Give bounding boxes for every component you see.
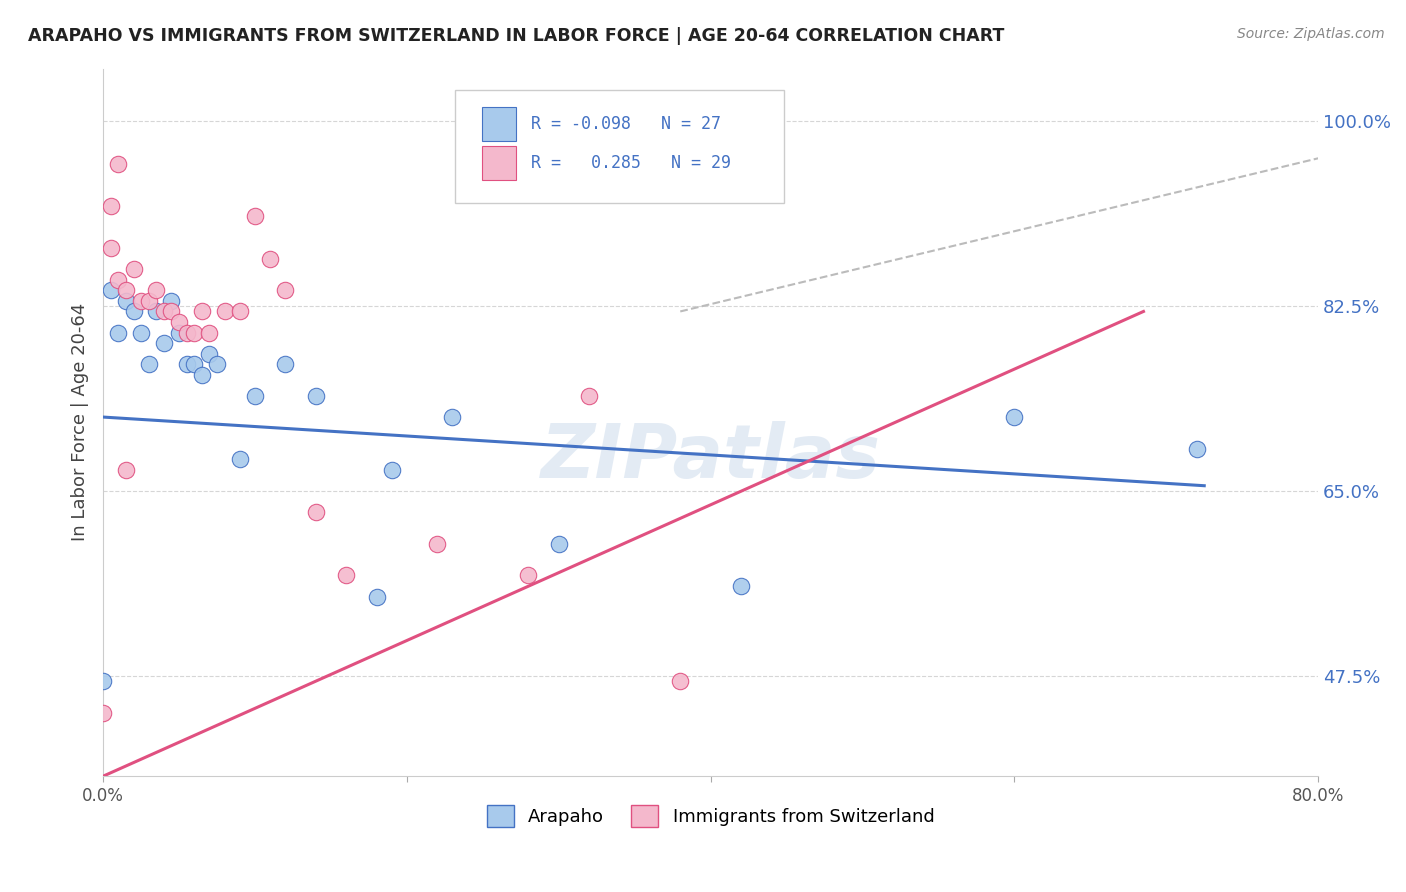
Point	[107, 273, 129, 287]
Point	[274, 357, 297, 371]
Point	[167, 315, 190, 329]
Point	[366, 590, 388, 604]
Point	[107, 156, 129, 170]
Point	[129, 326, 152, 340]
Point	[259, 252, 281, 266]
Point	[578, 389, 600, 403]
Text: Source: ZipAtlas.com: Source: ZipAtlas.com	[1237, 27, 1385, 41]
Point	[153, 304, 176, 318]
Text: ARAPAHO VS IMMIGRANTS FROM SWITZERLAND IN LABOR FORCE | AGE 20-64 CORRELATION CH: ARAPAHO VS IMMIGRANTS FROM SWITZERLAND I…	[28, 27, 1004, 45]
Point	[335, 568, 357, 582]
Point	[229, 304, 252, 318]
Point	[441, 410, 464, 425]
Point	[191, 304, 214, 318]
Point	[669, 674, 692, 689]
Point	[183, 357, 205, 371]
Point	[191, 368, 214, 382]
Point	[547, 537, 569, 551]
Point	[176, 326, 198, 340]
Text: ZIPatlas: ZIPatlas	[541, 421, 880, 494]
Point	[198, 326, 221, 340]
FancyBboxPatch shape	[482, 107, 516, 141]
Point	[100, 241, 122, 255]
Point	[122, 304, 145, 318]
Point	[160, 304, 183, 318]
Point	[107, 326, 129, 340]
FancyBboxPatch shape	[456, 90, 783, 203]
Point	[176, 357, 198, 371]
Point	[145, 283, 167, 297]
Point	[138, 293, 160, 308]
Point	[381, 463, 404, 477]
Point	[145, 304, 167, 318]
Point	[517, 568, 540, 582]
Text: R = -0.098   N = 27: R = -0.098 N = 27	[531, 115, 721, 133]
Point	[1185, 442, 1208, 456]
Point	[91, 674, 114, 689]
Point	[205, 357, 228, 371]
Point	[229, 452, 252, 467]
Point	[129, 293, 152, 308]
Legend: Arapaho, Immigrants from Switzerland: Arapaho, Immigrants from Switzerland	[479, 798, 942, 834]
Text: R =   0.285   N = 29: R = 0.285 N = 29	[531, 154, 731, 172]
Point	[91, 706, 114, 720]
Point	[183, 326, 205, 340]
Point	[305, 505, 328, 519]
Point	[115, 283, 138, 297]
Point	[426, 537, 449, 551]
FancyBboxPatch shape	[482, 146, 516, 180]
Y-axis label: In Labor Force | Age 20-64: In Labor Force | Age 20-64	[72, 303, 89, 541]
Point	[100, 199, 122, 213]
Point	[243, 210, 266, 224]
Point	[122, 262, 145, 277]
Point	[305, 389, 328, 403]
Point	[243, 389, 266, 403]
Point	[160, 293, 183, 308]
Point	[153, 336, 176, 351]
Point	[100, 283, 122, 297]
Point	[115, 463, 138, 477]
Point	[1002, 410, 1025, 425]
Point	[274, 283, 297, 297]
Point	[214, 304, 236, 318]
Point	[167, 326, 190, 340]
Point	[138, 357, 160, 371]
Point	[198, 347, 221, 361]
Point	[730, 579, 752, 593]
Point	[115, 293, 138, 308]
